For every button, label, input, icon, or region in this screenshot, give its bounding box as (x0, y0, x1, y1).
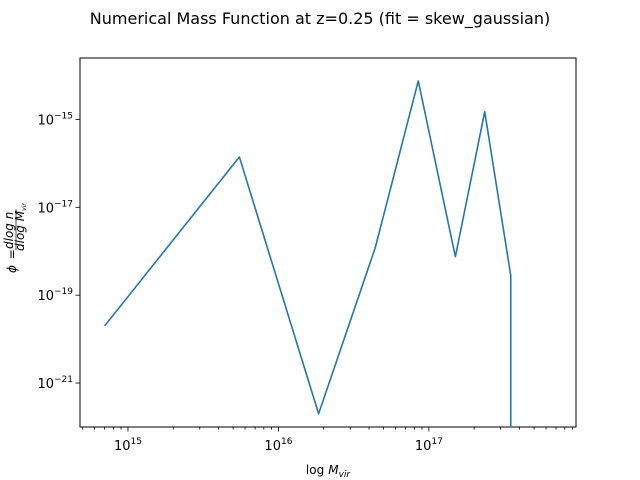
y-axis-label: ϕ = dlog n dlog Mvir (2, 203, 28, 273)
x-tick-label: 1015 (114, 437, 142, 454)
y-tick-label: 10−15 (37, 111, 73, 128)
svg-text:ϕ =: ϕ = (5, 249, 19, 273)
series-line-0 (104, 80, 512, 427)
svg-text:dlog n: dlog n (2, 212, 16, 249)
plot-frame (79, 57, 577, 428)
x-tick-label: 1016 (264, 437, 292, 454)
y-tick-label: 10−17 (37, 199, 73, 216)
svg-text:dlog Mvir: dlog Mvir (13, 203, 28, 251)
y-tick-label: 10−21 (37, 375, 73, 392)
x-axis-label: log Mvir (306, 463, 351, 480)
x-minor-ticks (82, 427, 573, 430)
y-major-ticks: 10−21 10−19 10−17 10−15 (37, 111, 80, 392)
x-major-ticks: 1015 1016 1017 (114, 427, 443, 454)
x-tick-label: 1017 (415, 437, 443, 454)
series-layer (104, 80, 512, 427)
chart-title: Numerical Mass Function at z=0.25 (fit =… (90, 9, 550, 29)
y-tick-label: 10−19 (37, 287, 73, 304)
